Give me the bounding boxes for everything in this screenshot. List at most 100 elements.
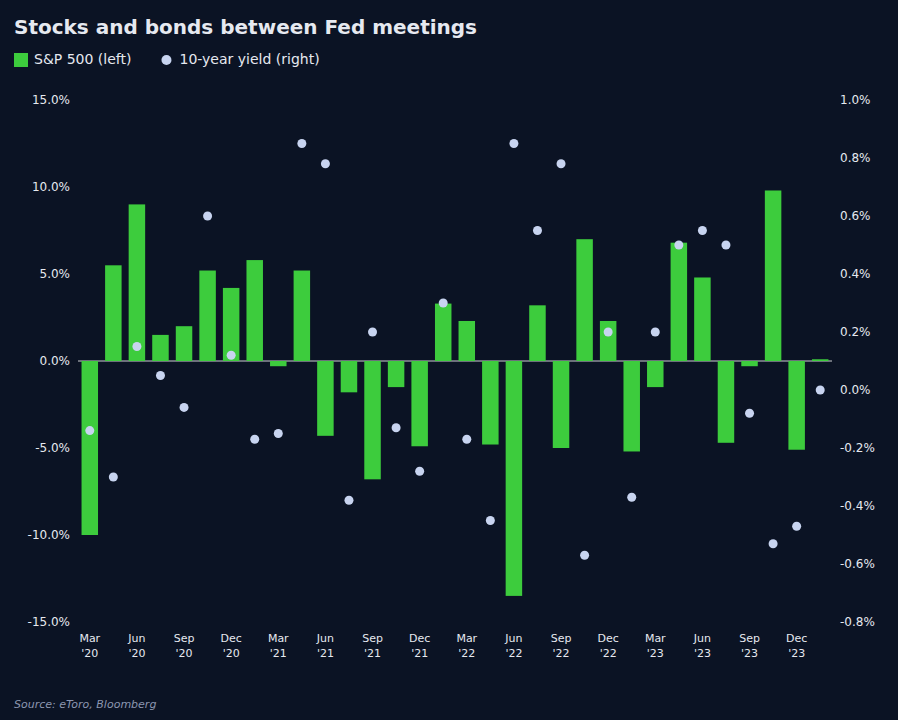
x-tick-label: Dec'21	[409, 632, 430, 660]
title: Stocks and bonds between Fed meetings	[14, 15, 477, 39]
bar	[152, 335, 168, 361]
y2-tick-label: 0.0%	[840, 383, 871, 397]
source: Source: eToro, Bloomberg	[14, 698, 156, 711]
bar	[435, 304, 451, 361]
x-tick-label: Sep'20	[174, 632, 195, 660]
bar	[623, 361, 639, 451]
dot	[85, 426, 94, 435]
bar	[105, 265, 121, 361]
dot	[415, 467, 424, 476]
dot	[109, 473, 118, 482]
dot	[627, 493, 636, 502]
y2-tick-label: -0.6%	[840, 557, 875, 571]
bar	[364, 361, 380, 479]
dot	[486, 516, 495, 525]
bar	[482, 361, 498, 445]
series-scatter	[85, 139, 824, 560]
dot	[698, 226, 707, 235]
bar	[129, 204, 145, 361]
x-tick-label: Jun'21	[316, 632, 334, 660]
dot	[462, 435, 471, 444]
dot	[321, 159, 330, 168]
bar	[246, 260, 262, 361]
y2-tick-label: 0.8%	[840, 151, 871, 165]
bar	[506, 361, 522, 596]
bar	[317, 361, 333, 436]
bar	[741, 361, 757, 366]
dot	[392, 423, 401, 432]
bar	[270, 361, 286, 366]
y-tick-label: 10.0%	[32, 180, 70, 194]
series-bar	[82, 190, 829, 595]
bar	[553, 361, 569, 448]
dot	[439, 299, 448, 308]
dot	[580, 551, 589, 560]
x-tick-label: Jun'20	[127, 632, 145, 660]
y-tick-label: -5.0%	[35, 441, 70, 455]
dot	[745, 409, 754, 418]
bar	[459, 321, 475, 361]
dot	[557, 159, 566, 168]
dot	[509, 139, 518, 148]
x-tick-label: Jun'22	[504, 632, 522, 660]
x-tick-label: Sep'21	[362, 632, 383, 660]
dot	[651, 328, 660, 337]
dot	[344, 496, 353, 505]
y-tick-label: 15.0%	[32, 93, 70, 107]
x-tick-label: Sep'23	[739, 632, 760, 660]
bar	[199, 271, 215, 361]
bar	[294, 271, 310, 361]
dot	[674, 241, 683, 250]
dot	[274, 429, 283, 438]
bar	[788, 361, 804, 450]
y2-tick-label: 0.6%	[840, 209, 871, 223]
dot	[203, 212, 212, 221]
y-tick-label: 5.0%	[40, 267, 71, 281]
y-tick-label: -10.0%	[28, 528, 70, 542]
x-tick-label: Sep'22	[551, 632, 572, 660]
x-tick-label: Dec'20	[221, 632, 242, 660]
y2-tick-label: -0.8%	[840, 615, 875, 629]
bar	[411, 361, 427, 446]
bar	[647, 361, 663, 387]
legend-label: 10-year yield (right)	[179, 51, 319, 67]
y2-tick-label: 0.4%	[840, 267, 871, 281]
x-tick-label: Mar'20	[79, 632, 100, 660]
bar	[529, 305, 545, 361]
bar	[600, 321, 616, 361]
legend: S&P 500 (left) 10-year yield (right)	[14, 51, 320, 67]
dot	[297, 139, 306, 148]
bar	[671, 243, 687, 361]
dot	[721, 241, 730, 250]
dot	[250, 435, 259, 444]
x-tick-label: Jun'23	[693, 632, 711, 660]
bar	[223, 288, 239, 361]
dot	[227, 351, 236, 360]
legend-label: S&P 500 (left)	[34, 51, 131, 67]
dot	[533, 226, 542, 235]
y2-tick-label: 0.2%	[840, 325, 871, 339]
bar	[388, 361, 404, 387]
bar	[576, 239, 592, 361]
bar	[82, 361, 98, 535]
x-tick-label: Mar'22	[456, 632, 477, 660]
background	[0, 0, 898, 720]
legend-marker	[161, 55, 171, 65]
dot	[816, 386, 825, 395]
bar	[765, 190, 781, 361]
bar	[694, 277, 710, 361]
bar	[718, 361, 734, 443]
x-tick-label: Mar'23	[645, 632, 666, 660]
chart: Stocks and bonds between Fed meetings S&P…	[0, 0, 898, 720]
x-tick-label: Dec'22	[598, 632, 619, 660]
dot	[792, 522, 801, 531]
bar	[176, 326, 192, 361]
dot	[180, 403, 189, 412]
legend-swatch	[14, 53, 28, 67]
dot	[769, 539, 778, 548]
bar	[812, 359, 828, 361]
dot	[604, 328, 613, 337]
dot	[368, 328, 377, 337]
dot	[156, 371, 165, 380]
y2-tick-label: -0.4%	[840, 499, 875, 513]
